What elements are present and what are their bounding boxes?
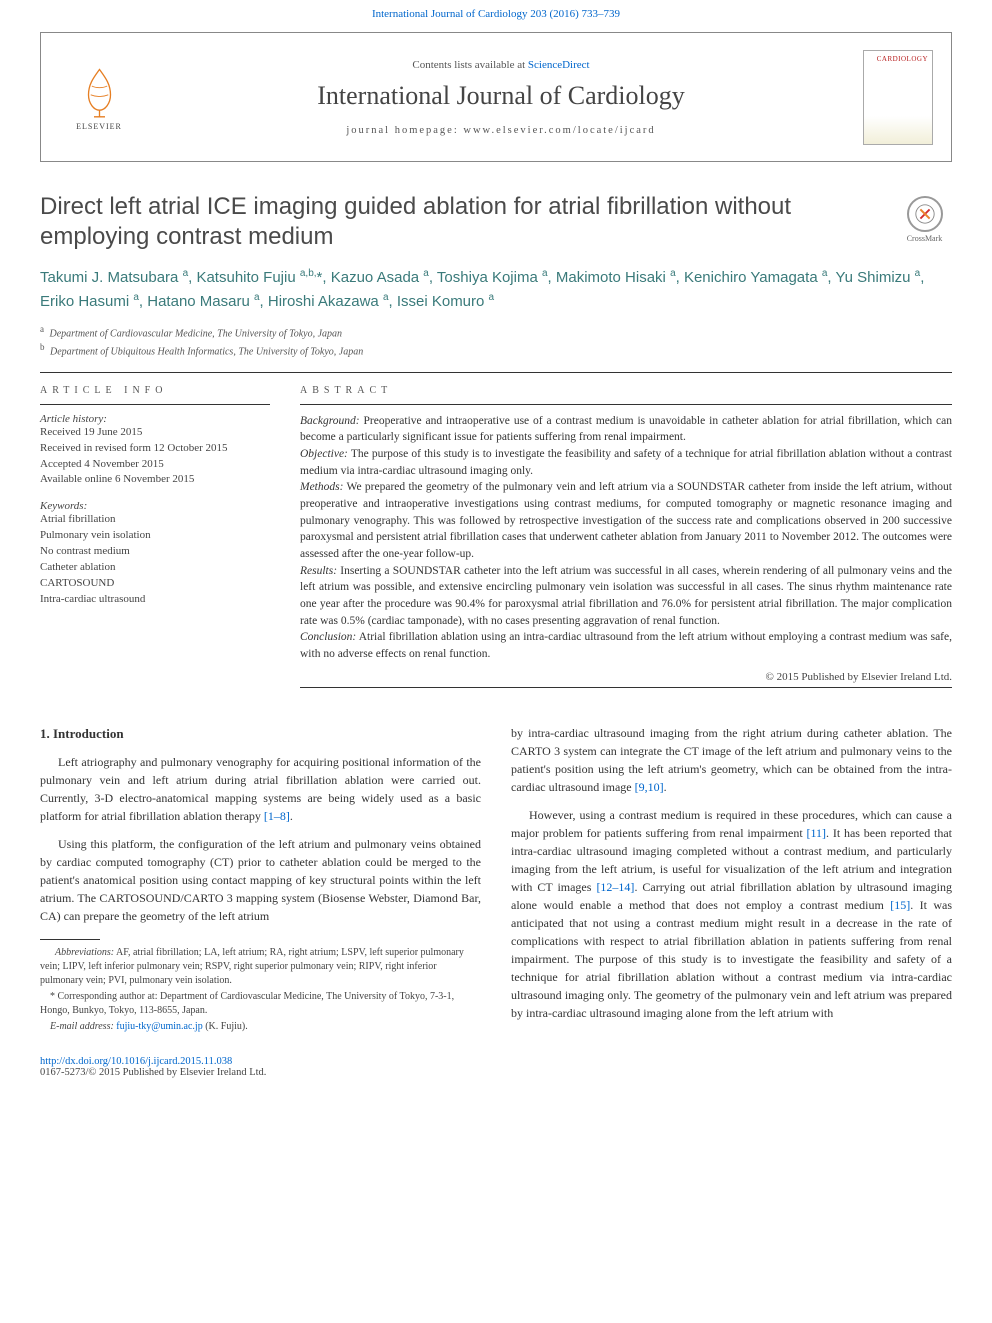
journal-header: ELSEVIER Contents lists available at Sci… (40, 32, 952, 162)
body-paragraph: by intra-cardiac ultrasound imaging from… (511, 724, 952, 796)
page-footer: http://dx.doi.org/10.1016/j.ijcard.2015.… (40, 1056, 952, 1098)
history-label: Article history: (40, 413, 270, 425)
footnotes: Abbreviations: AF, atrial fibrillation; … (40, 946, 481, 1034)
ref-link[interactable]: [11] (806, 826, 826, 840)
crossmark-icon (914, 203, 936, 225)
keyword-item: Intra-cardiac ultrasound (40, 592, 270, 608)
keyword-item: CARTOSOUND (40, 576, 270, 592)
keyword-item: Catheter ablation (40, 560, 270, 576)
history-item: Received in revised form 12 October 2015 (40, 441, 270, 457)
body-paragraph: Left atriography and pulmonary venograph… (40, 753, 481, 825)
history-item: Accepted 4 November 2015 (40, 457, 270, 473)
header-center: Contents lists available at ScienceDirec… (157, 59, 845, 136)
crossmark-badge[interactable]: CrossMark (897, 196, 952, 243)
abstract-copyright: © 2015 Published by Elsevier Ireland Ltd… (300, 671, 952, 683)
corr-text: Corresponding author at: Department of C… (40, 991, 454, 1016)
email-suffix: (K. Fujiu). (203, 1021, 248, 1032)
journal-homepage-line: journal homepage: www.elsevier.com/locat… (157, 125, 845, 136)
crossmark-label: CrossMark (897, 234, 952, 243)
homepage-url[interactable]: www.elsevier.com/locate/ijcard (463, 125, 655, 136)
issn-copyright: 0167-5273/© 2015 Published by Elsevier I… (40, 1067, 266, 1078)
keyword-item: Pulmonary vein isolation (40, 528, 270, 544)
journal-name: International Journal of Cardiology (157, 81, 845, 111)
journal-citation-link[interactable]: International Journal of Cardiology 203 … (0, 0, 992, 24)
body-paragraph: However, using a contrast medium is requ… (511, 806, 952, 1022)
keywords-label: Keywords: (40, 500, 270, 512)
journal-cover-thumb: CARDIOLOGY (863, 50, 933, 145)
elsevier-label: ELSEVIER (76, 122, 122, 131)
author-list: Takumi J. Matsubara a, Katsuhito Fujiu a… (40, 266, 952, 313)
contents-available-line: Contents lists available at ScienceDirec… (157, 59, 845, 71)
cover-title-label: CARDIOLOGY (877, 55, 928, 63)
history-item: Available online 6 November 2015 (40, 472, 270, 488)
affiliation-item: b Department of Ubiquitous Health Inform… (40, 341, 952, 359)
affiliations: a Department of Cardiovascular Medicine,… (40, 323, 952, 360)
sciencedirect-link[interactable]: ScienceDirect (528, 59, 590, 71)
corr-email-link[interactable]: fujiu-tky@umin.ac.jp (116, 1021, 202, 1032)
body-right-column: by intra-cardiac ultrasound imaging from… (511, 724, 952, 1037)
section-heading: 1. Introduction (40, 724, 481, 744)
article-title: Direct left atrial ICE imaging guided ab… (40, 192, 881, 252)
body-paragraph: Using this platform, the configuration o… (40, 835, 481, 925)
abstract-column: ABSTRACT Background: Preoperative and in… (300, 385, 952, 696)
abbrev-label: Abbreviations: (55, 947, 114, 958)
ref-link[interactable]: [15] (890, 898, 910, 912)
abstract-text: Background: Preoperative and intraoperat… (300, 413, 952, 663)
doi-link[interactable]: http://dx.doi.org/10.1016/j.ijcard.2015.… (40, 1056, 232, 1067)
footnote-rule (40, 939, 100, 940)
history-item: Received 19 June 2015 (40, 425, 270, 441)
ref-link[interactable]: [9,10] (635, 780, 664, 794)
article-info-label: ARTICLE INFO (40, 385, 270, 396)
divider (40, 372, 952, 373)
email-label: E-mail address: (50, 1021, 116, 1032)
keyword-item: Atrial fibrillation (40, 512, 270, 528)
elsevier-tree-icon (72, 64, 127, 119)
elsevier-logo: ELSEVIER (59, 52, 139, 142)
affiliation-item: a Department of Cardiovascular Medicine,… (40, 323, 952, 341)
article-info-column: ARTICLE INFO Article history: Received 1… (40, 385, 270, 696)
body-left-column: 1. Introduction Left atriography and pul… (40, 724, 481, 1037)
abstract-label: ABSTRACT (300, 385, 952, 396)
ref-link[interactable]: [1–8] (264, 809, 290, 823)
keyword-item: No contrast medium (40, 544, 270, 560)
ref-link[interactable]: [12–14] (596, 880, 634, 894)
